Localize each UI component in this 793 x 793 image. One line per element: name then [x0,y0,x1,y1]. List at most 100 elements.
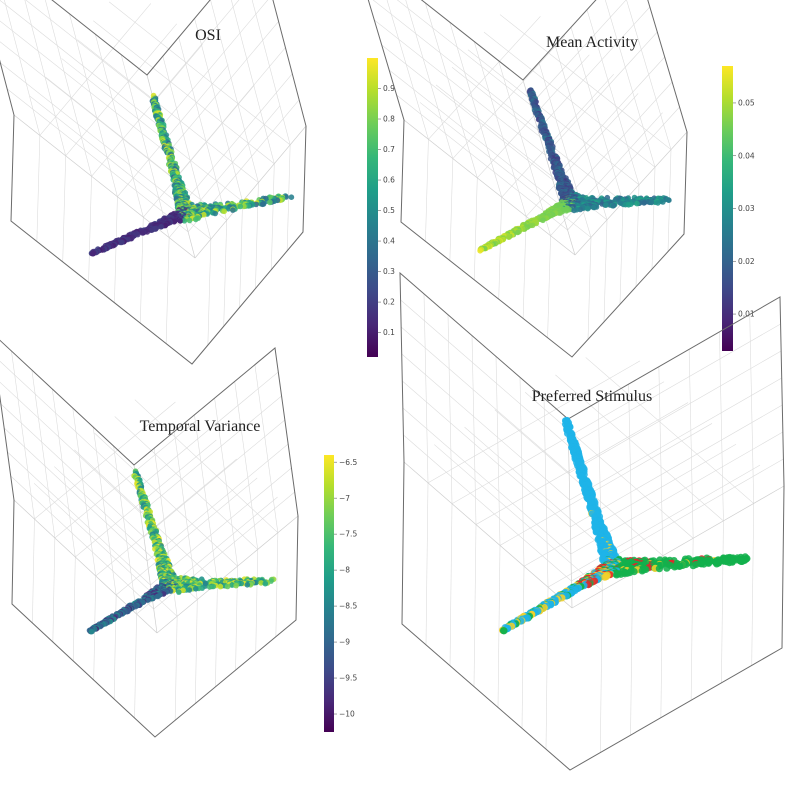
osi-colorbar-tick-label: 0.8 [383,115,395,124]
temporal-variance-colorbar: −6.5 −7 −7.5 −8 −8.5 −9 −9.5 −10 [324,455,357,732]
temporal-variance-colorbar-gradient [324,455,334,732]
panel-temporal-variance: Temporal Variance −6.5 −7 −7.5 −8 −8.5 −9 −9.5… [0,339,357,738]
osi-point [193,216,199,223]
osi-colorbar-tick-label: 0.1 [383,328,395,337]
mean-activity-point [634,200,640,207]
osi-colorbar-gradient [367,58,378,357]
osi-point [89,250,96,257]
preferred-stimulus-point [613,571,621,579]
osi-point [225,206,232,212]
temporal-variance-point [176,589,182,595]
mean-activity-point [477,248,483,254]
mean-activity-point [603,202,609,208]
panel-preferred-stimulus: Preferred Stimulus [399,271,785,771]
osi-point [149,227,155,233]
temporal-variance-point [262,580,269,587]
temporal-variance-colorbar-tick-label: −10 [339,710,355,719]
osi-point [267,199,273,206]
osi-point [237,203,244,210]
temporal-variance-point [217,583,224,590]
mean-activity-point [655,200,661,206]
mean-activity-colorbar: 0.05 0.04 0.03 0.02 0.01 [722,66,755,351]
osi-point [118,239,125,246]
mean-activity-point [625,202,632,208]
osi-point [221,208,227,215]
preferred-stimulus-axes-cube [399,271,785,771]
osi-colorbar-tick-label: 0.9 [383,84,395,93]
osi-point [181,218,188,224]
preferred-stimulus-point [601,573,609,581]
mean-activity-colorbar-tick-label: 0.03 [738,204,755,213]
osi-colorbar-tick-label: 0.5 [383,206,395,215]
mean-activity-point [557,210,563,216]
preferred-stimulus-point [663,564,671,572]
osi-point [259,201,266,208]
osi-point [288,194,295,200]
temporal-variance-colorbar-tick-label: −7.5 [339,530,357,539]
osi-colorbar-tick-label: 0.3 [383,267,395,276]
temporal-variance-point [244,582,251,588]
mean-activity-point [666,197,672,203]
preferred-stimulus-point [638,567,646,575]
temporal-variance-colorbar-tick-label: −6.5 [339,458,357,467]
osi-title: OSI [195,27,221,44]
mean-activity-point-cloud [477,87,672,254]
temporal-variance-colorbar-tick-label: −9.5 [339,674,357,683]
preferred-stimulus-point [500,627,508,635]
osi-point [230,207,236,213]
mean-activity-point [506,234,512,240]
mean-activity-point [641,200,647,206]
osi-colorbar-tick-label: 0.2 [383,298,395,307]
preferred-stimulus-point [725,559,734,567]
temporal-variance-colorbar-tick-label: −8 [339,566,350,575]
preferred-stimulus-point [671,563,679,571]
osi-point [186,217,193,224]
temporal-variance-point [224,583,231,590]
preferred-stimulus-point [737,557,746,566]
osi-colorbar-tick-label: 0.6 [383,176,395,185]
preferred-stimulus-point [700,560,708,568]
temporal-variance-point [193,586,199,592]
mean-activity-point [571,207,577,214]
temporal-variance-point [206,584,213,590]
preferred-stimulus-title: Preferred Stimulus [532,388,652,405]
mean-activity-colorbar-tick-label: 0.01 [738,310,755,319]
temporal-variance-title: Temporal Variance [140,418,261,435]
mean-activity-axes-cube [367,0,688,358]
mean-activity-colorbar-tick-label: 0.05 [738,99,755,108]
temporal-variance-colorbar-tick-label: −9 [339,638,350,647]
mean-activity-point [660,199,666,205]
preferred-stimulus-point [713,560,721,568]
panel-osi: OSI 0.9 0.8 0.7 0.6 0.5 0.4 0.3 0.2 0.1 [0,0,395,365]
temporal-variance-point [258,580,264,586]
temporal-variance-point [88,628,95,635]
preferred-stimulus-point [655,565,664,573]
temporal-variance-axes-cube [0,339,299,738]
osi-point-cloud [88,92,295,257]
mean-activity-point [515,229,521,236]
mean-activity-point [610,203,617,209]
mean-activity-point [648,199,655,206]
temporal-variance-point-cloud [86,468,277,635]
osi-point [158,224,164,230]
osi-colorbar-tick-label: 0.4 [383,237,395,246]
mean-activity-point [590,204,597,211]
mean-activity-title: Mean Activity [546,34,638,51]
mean-activity-colorbar-tick-label: 0.04 [738,151,755,160]
preferred-stimulus-point [689,562,697,570]
osi-axes-cube [0,0,307,365]
osi-point [139,230,146,236]
mean-activity-point [585,205,591,212]
mean-activity-colorbar-tick-label: 0.02 [738,257,755,266]
temporal-variance-point [154,593,161,600]
osi-colorbar-tick-label: 0.7 [383,145,395,154]
panel-mean-activity: Mean Activity 0.05 0.04 0.03 0.02 0.01 [367,0,755,358]
mean-activity-colorbar-gradient [722,66,733,351]
osi-point [177,218,183,224]
temporal-variance-colorbar-tick-label: −8.5 [339,602,357,611]
temporal-variance-point [233,582,239,589]
temporal-variance-colorbar-tick-label: −7 [339,494,350,503]
osi-point [212,210,218,217]
mean-activity-point [540,217,546,224]
